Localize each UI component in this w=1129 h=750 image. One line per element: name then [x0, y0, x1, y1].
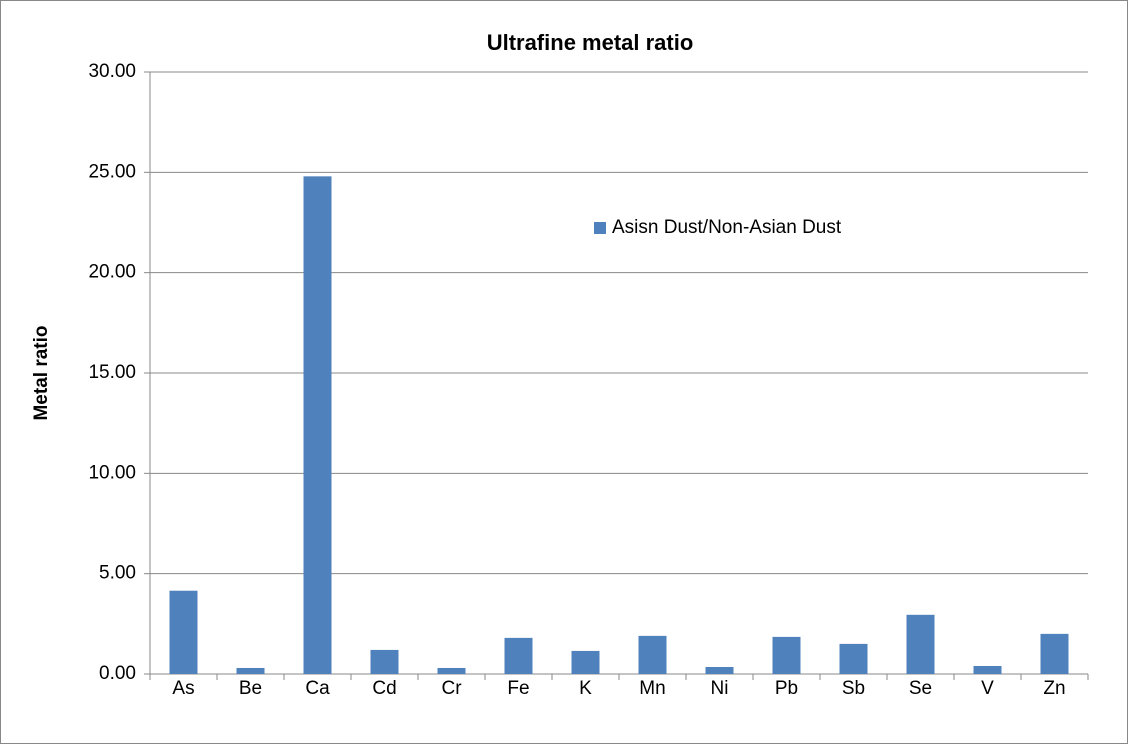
bar: [236, 667, 265, 674]
x-tick-label: V: [981, 678, 994, 699]
legend-swatch: [594, 222, 606, 234]
x-tick-label: Cd: [372, 678, 396, 699]
x-tick-label: Ca: [305, 678, 330, 699]
x-tick-label: Zn: [1043, 678, 1065, 699]
bar: [772, 636, 801, 674]
bar: [705, 666, 734, 674]
bar: [504, 637, 533, 674]
x-tick-label: Be: [239, 678, 262, 699]
x-tick-label: Cr: [441, 678, 462, 699]
x-tick-label: Fe: [507, 678, 529, 699]
y-tick-label: 10.00: [88, 462, 136, 483]
chart-title: Ultrafine metal ratio: [487, 30, 694, 55]
x-tick-label: Pb: [775, 678, 798, 699]
bar: [169, 590, 198, 674]
x-tick-label: As: [172, 678, 194, 699]
x-tick-label: Ni: [711, 678, 729, 699]
bar: [906, 614, 935, 674]
y-tick-label: 15.00: [88, 362, 136, 383]
bar: [303, 176, 332, 674]
bar: [370, 649, 399, 674]
y-tick-label: 20.00: [88, 262, 136, 283]
bar: [973, 665, 1002, 674]
bar: [638, 635, 667, 674]
legend-label: Asisn Dust/Non-Asian Dust: [612, 217, 842, 238]
y-tick-label: 25.00: [88, 161, 136, 182]
x-tick-label: Mn: [639, 678, 665, 699]
y-tick-label: 0.00: [99, 663, 136, 684]
x-tick-label: K: [579, 678, 592, 699]
x-tick-label: Sb: [842, 678, 865, 699]
y-axis-label: Metal ratio: [31, 325, 52, 420]
y-tick-label: 30.00: [88, 61, 136, 82]
bar: [839, 643, 868, 674]
bar: [571, 650, 600, 674]
x-tick-label: Se: [909, 678, 932, 699]
bar: [437, 667, 466, 674]
bar: [1040, 633, 1069, 674]
y-tick-label: 5.00: [99, 563, 136, 584]
